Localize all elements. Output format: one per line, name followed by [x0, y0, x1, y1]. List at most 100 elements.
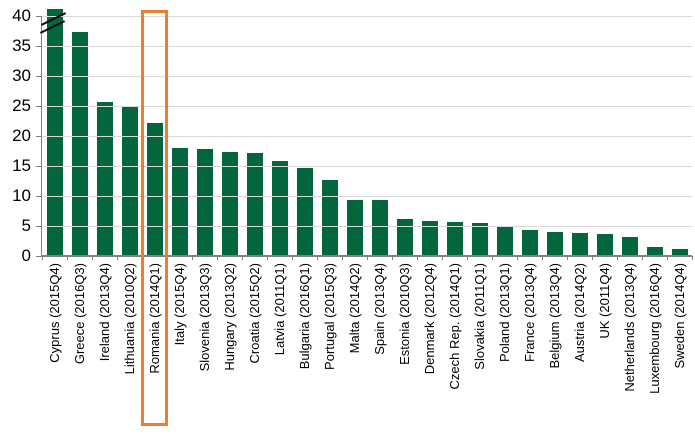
- bar: [296, 167, 313, 256]
- bar-cell: [167, 16, 192, 256]
- bar-cell: [592, 16, 617, 256]
- x-label-cell: Sweden (2014Q4): [667, 263, 692, 435]
- bar-cell: [367, 16, 392, 256]
- y-tick: [36, 15, 42, 17]
- bar-cell: [242, 16, 267, 256]
- bar-cell: [617, 16, 642, 256]
- x-label-cell: Croatia (2015Q2): [242, 263, 267, 435]
- x-label-cell: Lithuania (2010Q2): [117, 263, 142, 435]
- x-label-cell: Hungary (2013Q2): [217, 263, 242, 435]
- x-tick: [542, 256, 543, 260]
- bar-cell: [642, 16, 667, 256]
- x-tick: [592, 256, 593, 260]
- category-label: Denmark (2012Q4): [421, 263, 437, 375]
- y-tick-label: 30: [12, 66, 31, 85]
- bar-cell: [267, 16, 292, 256]
- x-tick: [92, 256, 93, 260]
- bar: [496, 226, 513, 256]
- bar-cell: [667, 16, 692, 256]
- category-label: Lithuania (2010Q2): [121, 263, 137, 375]
- gridline: [42, 135, 692, 137]
- category-label: Belgium (2013Q4): [546, 263, 562, 369]
- gridline: [42, 45, 692, 47]
- x-tick: [192, 256, 193, 260]
- x-label-cell: Austria (2014Q2): [567, 263, 592, 435]
- category-label: Austria (2014Q2): [571, 263, 587, 362]
- category-label: Ireland (2013Q4): [96, 263, 112, 362]
- category-label: Sweden (2014Q4): [671, 263, 687, 369]
- x-label-cell: Slovakia (2011Q1): [467, 263, 492, 435]
- y-tick-label: 35: [12, 36, 31, 55]
- y-tick: [36, 225, 42, 227]
- category-label: Luxembourg (2016Q4): [646, 263, 662, 394]
- y-tick: [36, 195, 42, 197]
- x-label-cell: Latvia (2011Q1): [267, 263, 292, 435]
- category-label: Latvia (2011Q1): [271, 263, 287, 356]
- bar: [271, 161, 288, 256]
- bar: [671, 249, 688, 256]
- category-label: Spain (2013Q4): [371, 263, 387, 355]
- romania-highlight-box: [141, 10, 168, 426]
- bar: [571, 233, 588, 256]
- x-label-cell: Denmark (2012Q4): [417, 263, 442, 435]
- bar: [446, 222, 463, 256]
- x-label-cell: Cyprus (2015Q4): [42, 263, 67, 435]
- bar: [146, 122, 163, 256]
- bar-cell: [392, 16, 417, 256]
- bar-cell: [467, 16, 492, 256]
- x-tick: [367, 256, 368, 260]
- x-axis-labels: Cyprus (2015Q4) Greece (2016Q3) Ireland (2…: [42, 263, 692, 435]
- x-label-cell: Bulgaria (2016Q1): [292, 263, 317, 435]
- x-tick: [42, 256, 43, 260]
- bar: [321, 179, 338, 256]
- category-label: Greece (2016Q3): [71, 263, 87, 365]
- bar: [71, 32, 88, 256]
- category-label: Cyprus (2015Q4): [46, 263, 62, 363]
- bar-cell: [192, 16, 217, 256]
- x-label-cell: France (2013Q4): [517, 263, 542, 435]
- x-tick: [242, 256, 243, 260]
- category-label: Italy (2015Q4): [171, 263, 187, 346]
- x-tick: [392, 256, 393, 260]
- x-tick: [342, 256, 343, 260]
- x-label-cell: Malta (2014Q2): [342, 263, 367, 435]
- y-tick: [36, 45, 42, 47]
- category-label: Slovakia (2011Q1): [471, 263, 487, 370]
- bar-cell: [542, 16, 567, 256]
- gridline: [42, 15, 692, 17]
- y-axis-labels: 0 5 10 15 20 25 30 35 40: [0, 7, 34, 265]
- y-tick-label: 40: [12, 6, 31, 25]
- bar: [96, 102, 113, 256]
- x-tick: [617, 256, 618, 260]
- category-label: Poland (2013Q1): [496, 263, 512, 363]
- x-tick: [517, 256, 518, 260]
- bar: [121, 106, 138, 256]
- x-label-cell: Luxembourg (2016Q4): [642, 263, 667, 435]
- y-tick-label: 0: [21, 246, 31, 265]
- bar: [171, 148, 188, 256]
- bar-cell: [117, 16, 142, 256]
- y-tick-label: 5: [21, 216, 31, 235]
- bar-cell: [92, 16, 117, 256]
- category-label: Czech Rep. (2014Q1): [446, 263, 462, 390]
- bar: [371, 200, 388, 256]
- category-label: UK (2011Q4): [596, 263, 612, 339]
- x-label-cell: UK (2011Q4): [592, 263, 617, 435]
- category-label: France (2013Q4): [521, 263, 537, 362]
- bar: [46, 9, 63, 256]
- bar-cell: [567, 16, 592, 256]
- bar-cell: [517, 16, 542, 256]
- x-tick: [117, 256, 118, 260]
- bar: [596, 234, 613, 256]
- x-tick: [692, 256, 693, 260]
- x-axis-ticks: [42, 256, 693, 261]
- x-label-cell: Greece (2016Q3): [67, 263, 92, 435]
- x-tick: [442, 256, 443, 260]
- x-tick: [642, 256, 643, 260]
- bar: [546, 232, 563, 256]
- x-label-cell: Estonia (2010Q3): [392, 263, 417, 435]
- bar-cell: [292, 16, 317, 256]
- x-label-cell: Spain (2013Q4): [367, 263, 392, 435]
- category-label: Slovenia (2013Q3): [196, 263, 212, 372]
- bar-cell: [317, 16, 342, 256]
